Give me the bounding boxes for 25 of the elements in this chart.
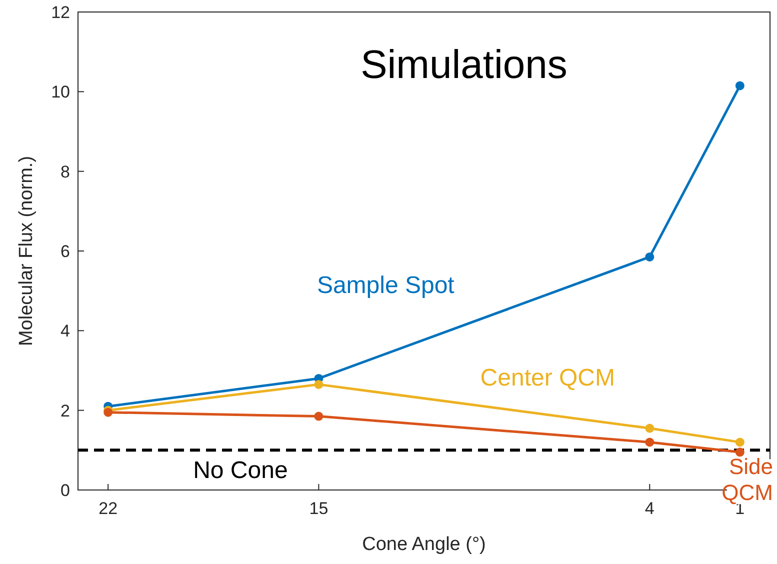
- x-axis-title: Cone Angle (°): [362, 534, 486, 555]
- y-tick-label: 0: [60, 480, 70, 500]
- x-tick-label: 4: [644, 499, 654, 518]
- series-label: Center QCM: [480, 364, 616, 392]
- point: [645, 252, 654, 262]
- point: [735, 81, 744, 90]
- x-tick-label: 15: [309, 499, 328, 518]
- point: [645, 424, 654, 433]
- series-label: Sample Spot: [316, 272, 455, 299]
- x-tick-label: 22: [98, 499, 118, 518]
- y-axis-title: Molecular Flux (norm.): [16, 156, 37, 346]
- point: [314, 380, 324, 389]
- text: Simulations: [360, 43, 568, 87]
- point: [645, 438, 654, 447]
- ref-line-label: No Cone: [193, 457, 288, 484]
- y-tick-label: 10: [51, 82, 70, 102]
- point: [735, 448, 744, 457]
- y-tick-label: 6: [60, 242, 70, 261]
- y-tick-label: 12: [51, 2, 70, 22]
- y-tick-label: 4: [60, 322, 70, 341]
- y-tick-label: 8: [60, 162, 70, 182]
- y-tick-label: 2: [60, 401, 70, 420]
- series-label: Side QCM: [722, 454, 773, 506]
- point: [314, 412, 324, 421]
- point: [735, 438, 744, 447]
